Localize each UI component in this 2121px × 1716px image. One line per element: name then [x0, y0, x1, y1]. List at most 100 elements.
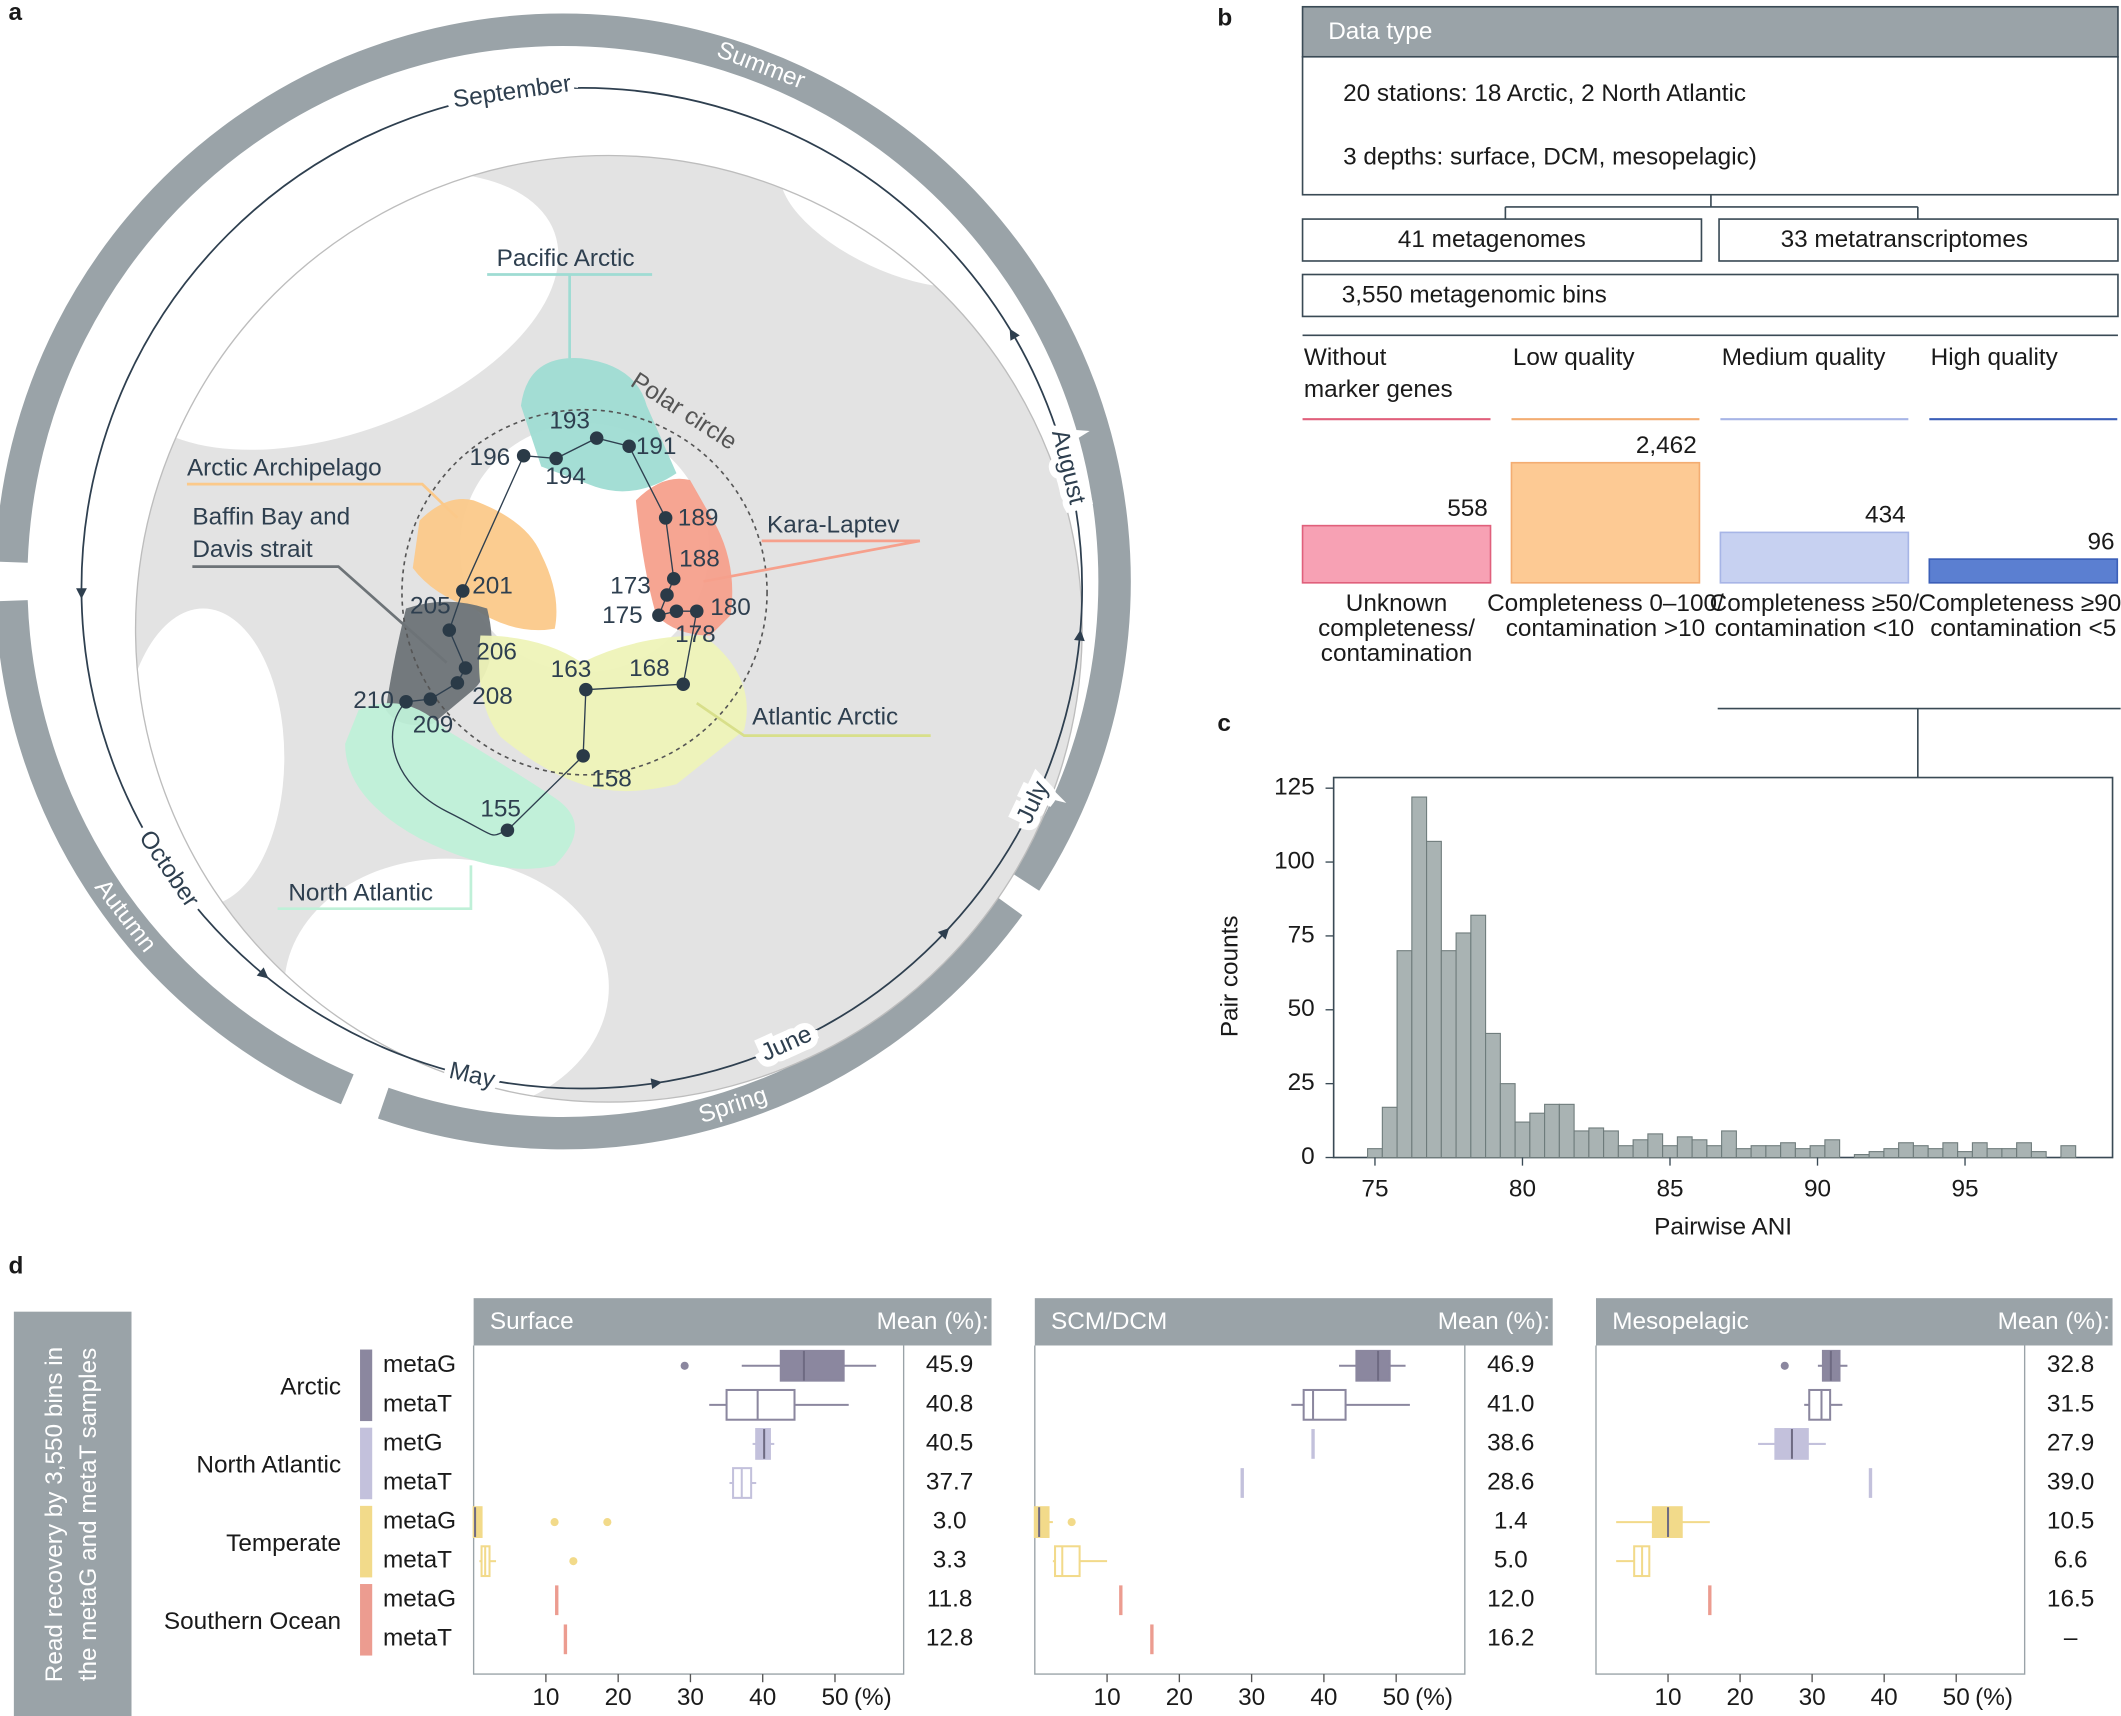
station [669, 604, 684, 618]
leader-line [487, 273, 653, 359]
panel-label: c [1217, 710, 1231, 737]
box-text: 33 metatranscriptomes [1781, 226, 2028, 253]
station-label: 163 [551, 656, 592, 683]
description: completeness/ [1318, 615, 1475, 642]
category-label: marker genes [1304, 376, 1453, 403]
histogram-bar [1971, 1142, 1988, 1159]
x-unit: (%) [1415, 1684, 1453, 1711]
station-label: 206 [476, 639, 517, 666]
histogram-bar [1544, 1103, 1560, 1159]
leader-line [192, 565, 448, 664]
group-swatch [360, 1349, 373, 1422]
month-arrow [256, 967, 269, 979]
station [458, 661, 473, 675]
y-tick-label: 75 [1288, 921, 1315, 948]
leader-line [277, 865, 473, 911]
station [676, 677, 690, 691]
mean-label: 1.4 [1494, 1508, 1528, 1535]
station [549, 451, 563, 466]
histogram-bar [1750, 1145, 1767, 1159]
detail-box [1301, 55, 2119, 196]
category-label: Low quality [1513, 344, 1636, 371]
region-label: Davis strait [192, 536, 313, 563]
station [589, 431, 604, 445]
histogram-bar [1809, 1145, 1826, 1159]
panel-title: SCM/DCM [1051, 1308, 1167, 1335]
station-label: 210 [353, 687, 394, 714]
histogram-bar [1912, 1145, 1929, 1159]
mean-label: 5.0 [1494, 1547, 1528, 1574]
x-unit: (%) [1975, 1684, 2013, 1711]
panel-label: a [8, 0, 22, 26]
panel-label: d [8, 1252, 23, 1279]
histogram-bar [1470, 914, 1487, 1159]
station-label: 191 [636, 433, 677, 460]
histogram-bar [1529, 1112, 1546, 1159]
station [450, 676, 465, 690]
station [622, 439, 636, 454]
histogram-bar [1986, 1148, 2003, 1159]
station-label: 205 [410, 593, 451, 620]
x-tick-label: 50 [1383, 1684, 1410, 1711]
x-tick-label: 10 [1094, 1684, 1121, 1711]
group-label: Arctic [280, 1373, 341, 1400]
region [479, 635, 747, 792]
histogram-bar [1735, 1148, 1752, 1159]
row-label: metaT [383, 1547, 452, 1574]
bar [1510, 461, 1701, 584]
station [423, 692, 438, 706]
station-label: 188 [679, 545, 720, 572]
x-tick-label: 90 [1804, 1175, 1831, 1202]
histogram-bar [1396, 950, 1413, 1159]
region-label: Baffin Bay and [192, 503, 350, 530]
plot-frame [1595, 1345, 2026, 1675]
month-arrow [937, 928, 950, 940]
histogram-bar [1426, 840, 1442, 1159]
mean-label: 27.9 [2047, 1429, 2094, 1456]
station [456, 584, 470, 598]
bar [1301, 524, 1492, 584]
histogram-bar [1499, 1083, 1516, 1159]
panel-title: Surface [490, 1308, 574, 1335]
station-label: 209 [413, 712, 454, 739]
histogram-bar [1868, 1151, 1885, 1159]
mean-label: 3.0 [933, 1508, 967, 1535]
histogram-bar [1721, 1130, 1737, 1159]
histogram-bar [1957, 1151, 1973, 1159]
histogram-bar [1367, 1148, 1383, 1159]
station-label: 193 [549, 407, 590, 434]
histogram-bar [1485, 1032, 1501, 1159]
group-label: Temperate [226, 1530, 341, 1557]
panel-label: b [1217, 4, 1232, 31]
station-label: 155 [480, 795, 521, 822]
region-label: Kara-Laptev [767, 511, 900, 538]
value-label: 558 [1447, 495, 1488, 522]
histogram-bar [1514, 1121, 1531, 1159]
group-swatch [360, 1427, 373, 1500]
mean-label: 37.7 [926, 1468, 973, 1495]
histogram-bar [2001, 1148, 2018, 1159]
x-tick-label: 30 [677, 1684, 704, 1711]
mean-title: Mean (%): [877, 1308, 989, 1335]
x-tick-label: 10 [1655, 1684, 1682, 1711]
category-label: High quality [1931, 344, 2059, 371]
row-label: metG [383, 1429, 442, 1456]
box [1301, 218, 1703, 262]
mean-label: 16.2 [1487, 1625, 1534, 1652]
region-label: Arctic Archipelago [187, 455, 382, 482]
mean-label: 45.9 [926, 1351, 973, 1378]
panel-title: Mesopelagic [1612, 1308, 1749, 1335]
outlier [1067, 1518, 1076, 1527]
mean-label: 16.5 [2047, 1586, 2094, 1613]
histogram-bar [1573, 1130, 1590, 1159]
box-text: 41 metagenomes [1398, 226, 1586, 253]
description: contamination <10 [1715, 615, 1915, 642]
histogram-bar [1455, 932, 1472, 1159]
mean-label: 46.9 [1487, 1351, 1534, 1378]
histogram-bar [1691, 1139, 1708, 1159]
description: contamination <5 [1930, 615, 2116, 642]
value-label: 2,462 [1636, 432, 1697, 459]
outlier [569, 1557, 578, 1566]
